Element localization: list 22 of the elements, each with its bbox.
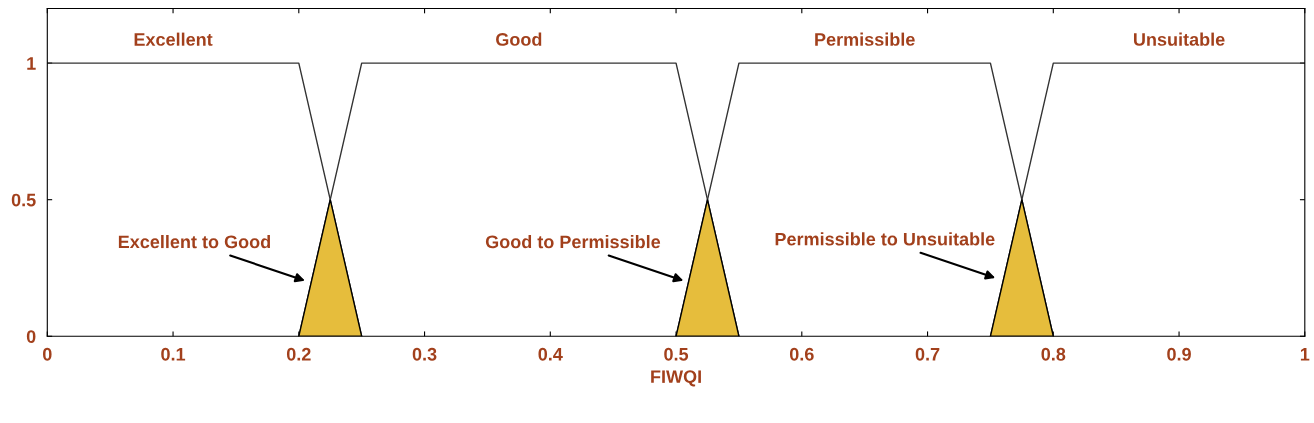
x-tick-label: 0.3 — [412, 347, 437, 361]
series-label: Excellent — [134, 32, 213, 46]
annotation: Permissible to Unsuitable — [775, 232, 995, 246]
y-tick-label: 0 — [26, 330, 36, 344]
x-tick-label: 0.4 — [538, 347, 563, 361]
x-tick-label: 1 — [1300, 348, 1310, 361]
x-tick-label: 0.9 — [1167, 347, 1191, 361]
y-tick-label: 1 — [27, 57, 36, 70]
x-tick-label: 0.5 — [664, 347, 689, 361]
x-tick-label: 0 — [43, 347, 52, 361]
x-tick-label: 0.2 — [286, 347, 311, 361]
y-tick-label: 0.5 — [11, 193, 36, 207]
x-tick-label: 0.6 — [789, 347, 814, 361]
annotation: Good to Permissible — [485, 234, 661, 249]
x-tick-label: 0.8 — [1041, 347, 1066, 361]
series-label: Unsuitable — [1133, 32, 1225, 46]
series-label: Permissible — [815, 32, 915, 46]
series-label: Good — [496, 32, 542, 46]
x-tick-label: 0.7 — [915, 347, 940, 361]
x-tick-label: 0.1 — [161, 347, 186, 361]
annotation: Excellent to Good — [118, 234, 270, 249]
x-axis-title: FIWQI — [651, 370, 701, 387]
